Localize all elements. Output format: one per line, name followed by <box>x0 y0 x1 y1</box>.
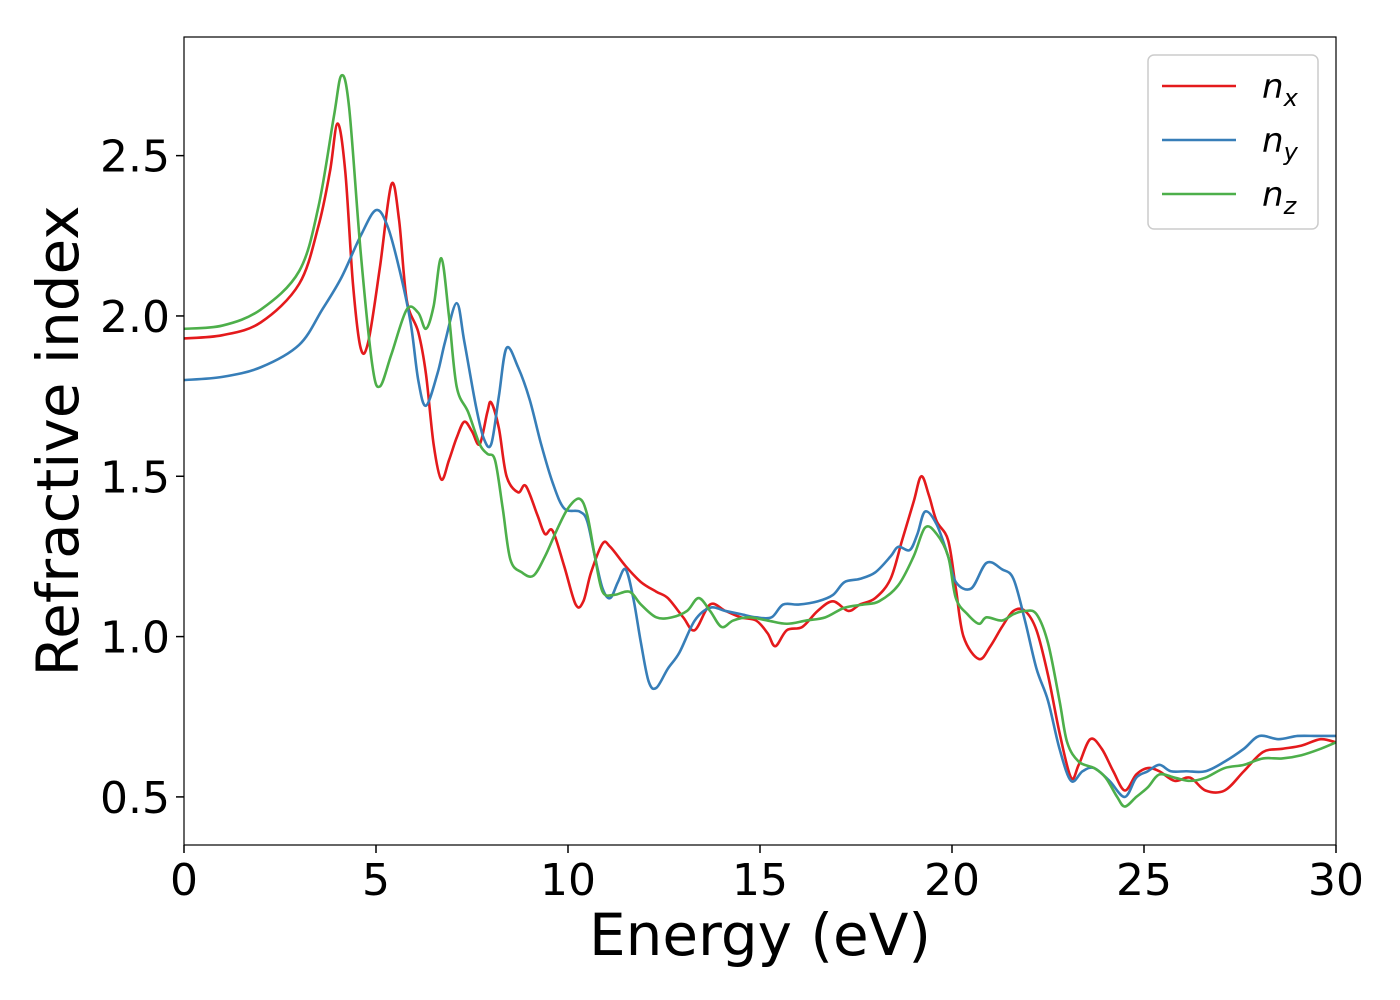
series-layer <box>184 73 1336 808</box>
y-tick-label: 2.5 <box>100 132 170 183</box>
x-tick-label: 30 <box>1308 855 1364 906</box>
x-tick-label: 15 <box>732 855 788 906</box>
x-axis-title: Energy (eV) <box>589 901 931 969</box>
y-tick-label: 0.5 <box>100 773 170 824</box>
series-line-z <box>184 73 1336 808</box>
x-tick-label: 25 <box>1116 855 1172 906</box>
legend-label-y: ny <box>1262 121 1299 166</box>
x-tick-label: 5 <box>362 855 390 906</box>
y-axis-title: Refractive index <box>24 205 92 676</box>
x-tick-label: 0 <box>170 855 198 906</box>
x-tick-label: 20 <box>924 855 980 906</box>
y-axis-ticks: 0.5 1.0 1.5 2.0 2.5 <box>100 132 184 824</box>
legend-label-x: nx <box>1262 67 1299 112</box>
x-axis-ticks: 0 5 10 15 20 25 30 <box>170 845 1364 906</box>
y-tick-label: 2.0 <box>100 292 170 343</box>
x-tick-label: 10 <box>540 855 596 906</box>
y-tick-label: 1.5 <box>100 452 170 503</box>
y-tick-label: 1.0 <box>100 613 170 664</box>
legend-box <box>1147 54 1319 230</box>
